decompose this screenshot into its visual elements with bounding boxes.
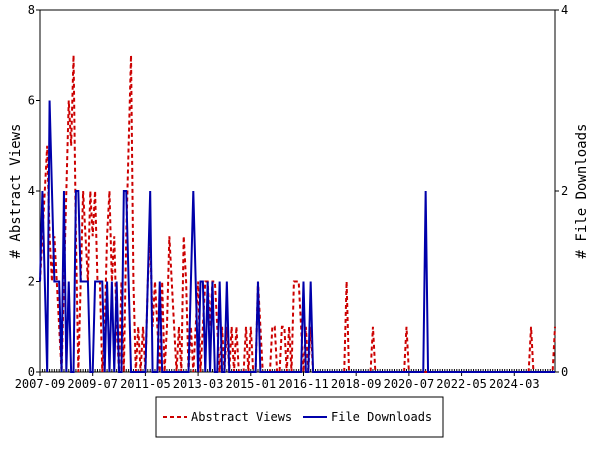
y2-tick-label: 4 — [561, 3, 568, 17]
y2-tick-label: 2 — [561, 184, 568, 198]
y-tick-label: 6 — [28, 94, 35, 108]
x-tick-label: 2009-07 — [67, 377, 118, 391]
y2-tick-label: 0 — [561, 365, 568, 379]
y-tick-label: 0 — [28, 365, 35, 379]
y-tick-label: 4 — [28, 184, 35, 198]
y-axis-label: # Abstract Views — [8, 124, 24, 259]
x-tick-label: 2016-11 — [278, 377, 329, 391]
x-tick-label: 2018-09 — [331, 377, 382, 391]
x-tick-label: 2007-09 — [15, 377, 66, 391]
legend-label: Abstract Views — [191, 410, 292, 424]
y-tick-label: 8 — [28, 3, 35, 17]
x-tick-label: 2011-05 — [120, 377, 171, 391]
x-tick-label: 2020-07 — [384, 377, 435, 391]
y2-axis-label: # File Downloads — [574, 124, 590, 259]
x-tick-label: 2015-01 — [226, 377, 277, 391]
x-tick-label: 2024-03 — [489, 377, 540, 391]
legend-label: File Downloads — [331, 410, 432, 424]
y-tick-label: 2 — [28, 275, 35, 289]
x-tick-label: 2022-05 — [436, 377, 487, 391]
series-line — [39, 100, 555, 373]
x-tick-label: 2013-03 — [173, 377, 224, 391]
legend-box — [155, 396, 444, 438]
